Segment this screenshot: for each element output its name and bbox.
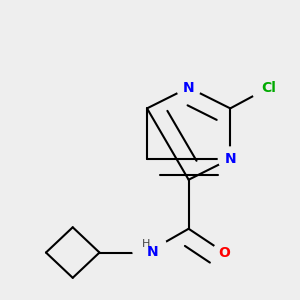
Circle shape (133, 232, 167, 267)
Circle shape (218, 147, 242, 171)
Text: N: N (183, 81, 194, 94)
Text: N: N (224, 152, 236, 166)
Circle shape (213, 241, 236, 264)
Text: Cl: Cl (262, 81, 276, 94)
Circle shape (177, 76, 200, 100)
Text: H: H (142, 239, 151, 249)
Text: O: O (218, 245, 230, 260)
Text: N: N (147, 245, 158, 259)
Circle shape (252, 70, 286, 105)
